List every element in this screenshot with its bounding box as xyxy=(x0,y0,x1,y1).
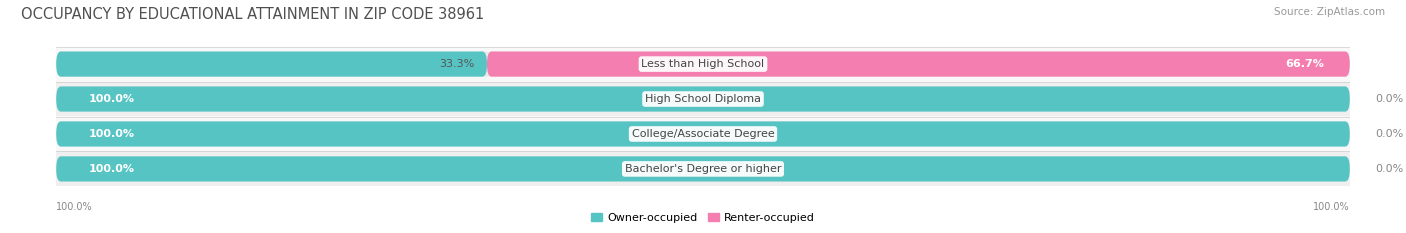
Bar xyxy=(56,116,1350,151)
Text: 33.3%: 33.3% xyxy=(439,59,474,69)
Text: Source: ZipAtlas.com: Source: ZipAtlas.com xyxy=(1274,7,1385,17)
Text: 100.0%: 100.0% xyxy=(56,202,93,212)
FancyBboxPatch shape xyxy=(56,51,1350,77)
Text: OCCUPANCY BY EDUCATIONAL ATTAINMENT IN ZIP CODE 38961: OCCUPANCY BY EDUCATIONAL ATTAINMENT IN Z… xyxy=(21,7,484,22)
Text: 100.0%: 100.0% xyxy=(89,164,135,174)
Text: 0.0%: 0.0% xyxy=(1375,129,1403,139)
Bar xyxy=(56,82,1350,116)
FancyBboxPatch shape xyxy=(56,121,1350,147)
Text: 0.0%: 0.0% xyxy=(1375,164,1403,174)
Text: Bachelor's Degree or higher: Bachelor's Degree or higher xyxy=(624,164,782,174)
Legend: Owner-occupied, Renter-occupied: Owner-occupied, Renter-occupied xyxy=(586,209,820,227)
Text: 100.0%: 100.0% xyxy=(89,94,135,104)
FancyBboxPatch shape xyxy=(56,51,486,77)
Text: 0.0%: 0.0% xyxy=(1375,94,1403,104)
FancyBboxPatch shape xyxy=(56,156,1350,182)
FancyBboxPatch shape xyxy=(56,86,1350,112)
Text: High School Diploma: High School Diploma xyxy=(645,94,761,104)
FancyBboxPatch shape xyxy=(56,86,1350,112)
Text: 66.7%: 66.7% xyxy=(1285,59,1324,69)
Text: 100.0%: 100.0% xyxy=(1313,202,1350,212)
FancyBboxPatch shape xyxy=(56,156,1350,182)
FancyBboxPatch shape xyxy=(486,51,1350,77)
Text: College/Associate Degree: College/Associate Degree xyxy=(631,129,775,139)
Text: 100.0%: 100.0% xyxy=(89,129,135,139)
Bar xyxy=(56,151,1350,186)
Text: Less than High School: Less than High School xyxy=(641,59,765,69)
Bar xyxy=(56,47,1350,82)
FancyBboxPatch shape xyxy=(56,121,1350,147)
